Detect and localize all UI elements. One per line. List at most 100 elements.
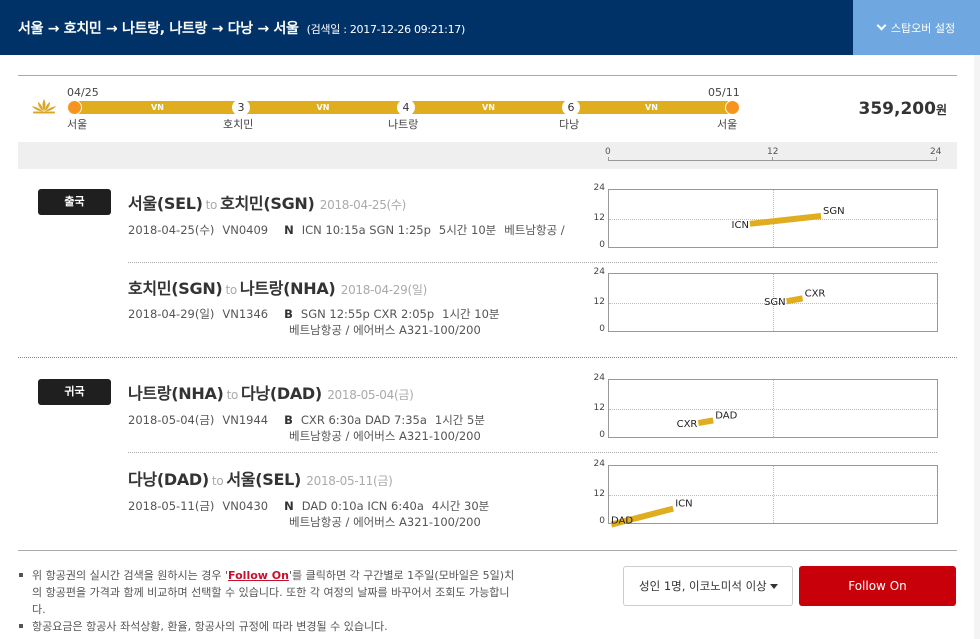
segment-title: 서울(SEL) to 호치민(SGN) 2018-04-25(수) [128, 190, 406, 214]
svg-text:DAD: DAD [715, 410, 737, 421]
segment-title: 다낭(DAD) to 서울(SEL) 2018-05-11(금) [128, 466, 393, 490]
segment-destination: 나트랑(NHA) [239, 279, 336, 298]
timeline-leg: VN [571, 101, 732, 114]
flight-duration: 1시간 5분 [434, 413, 485, 427]
segment-destination: 호치민(SGN) [220, 194, 315, 213]
timeline-start-date: 04/25 [67, 86, 99, 99]
departure-badge: 출국 [38, 189, 111, 215]
timeline-leg: VN [75, 101, 240, 114]
search-date: (검색일 : 2017-12-26 09:21:17) [306, 23, 466, 36]
flight-number: VN1346 [222, 307, 269, 321]
flight-duration: 5시간 10분 [438, 223, 497, 237]
chart-y-tick: 12 [593, 212, 605, 223]
segment-details: 2018-04-25(수) VN0409 N ICN 10:15a SGN 1:25p… [128, 222, 573, 238]
chart-gridline [773, 274, 774, 331]
stopover-settings-label: 스탑오버 설정 [890, 21, 956, 35]
passenger-class-select[interactable]: 성인 1명, 이코노미석 이상 [623, 566, 793, 606]
timeline-city: 서울 [717, 118, 738, 131]
chart-gridline [773, 380, 774, 437]
flight-number: VN1944 [222, 413, 269, 427]
follow-on-link[interactable]: Follow On [228, 569, 289, 582]
timeline-end-date: 05/11 [708, 86, 740, 99]
segment-origin: 다낭(DAD) [128, 470, 209, 489]
chart-y-tick: 12 [593, 296, 605, 307]
chevron-down-icon [876, 20, 887, 31]
segment-destination: 다낭(DAD) [241, 384, 322, 403]
segment-destination: 서울(SEL) [226, 470, 301, 489]
segment-to-word: to [205, 198, 218, 212]
flight-duration: 4시간 30분 [431, 499, 490, 513]
axis-tick-label: 24 [930, 147, 942, 157]
note-item: 항공요금은 항공사 좌석상황, 환율, 항공사의 규정에 따라 변경될 수 있습… [18, 618, 518, 635]
segment-details: 2018-05-04(금) VN1944 B CXR 6:30a DAD 7:35a 1… [128, 412, 493, 428]
timeline-origin-dot [67, 100, 82, 115]
timeline-leg: VN [240, 101, 406, 114]
booking-class: B [284, 413, 293, 427]
chart-y-tick: 24 [593, 459, 605, 469]
segment-origin: 서울(SEL) [128, 194, 203, 213]
chart-y-tick: 0 [599, 324, 605, 334]
note-text: '를 클릭하면 각 구간별로 1주일(모바일은 5일)치의 항공편을 가격과 함… [32, 569, 515, 616]
carrier-code: VN [482, 103, 495, 112]
segment-details: 2018-05-11(금) VN0430 N DAD 0:10a ICN 6:40a 4… [128, 498, 497, 514]
total-price: 359,200원 [859, 99, 947, 119]
segment-to-word: to [211, 474, 224, 488]
flight-number: VN0430 [222, 499, 269, 513]
segment-date: 2018-04-25(수) [319, 198, 407, 212]
segment-origin: 호치민(SGN) [128, 279, 223, 298]
follow-on-label: Follow On [848, 579, 907, 593]
svg-text:DAD: DAD [611, 516, 633, 527]
timeline-city: 호치민 [223, 118, 254, 131]
price-unit: 원 [935, 103, 947, 117]
axis-tick [936, 157, 937, 161]
svg-text:SGN: SGN [823, 206, 845, 217]
carrier-code: VN [316, 103, 330, 112]
flight-times: DAD 0:10a ICN 6:40a [301, 499, 424, 513]
booking-class: B [284, 307, 293, 321]
chart-y-tick: 0 [599, 516, 605, 526]
svg-text:ICN: ICN [732, 220, 749, 231]
price-amount: 359,200 [858, 99, 936, 119]
lotus-logo-icon [32, 99, 56, 114]
segment-divider [128, 262, 937, 263]
timeline-stop-badge: 3 [232, 99, 250, 116]
scrollbar[interactable] [974, 55, 980, 639]
segment-date: 2018-04-29(일) [340, 283, 428, 297]
flight-number: VN0409 [222, 223, 269, 237]
svg-text:CXR: CXR [677, 419, 698, 430]
segment-title: 나트랑(NHA) to 다낭(DAD) 2018-05-04(금) [128, 380, 414, 404]
note-item: 위 항공권의 실시간 검색을 원하시는 경우 'Follow On'를 클릭하면… [18, 567, 518, 618]
segment-to-word: to [225, 283, 237, 297]
caret-down-icon [770, 584, 778, 589]
timeline-destination-dot [725, 100, 740, 115]
flight-date: 2018-05-11(금) [128, 499, 215, 513]
route-title: 서울 → 호치민 → 나트랑, 나트랑 → 다낭 → 서울 [18, 21, 299, 37]
timeline-city: 다낭 [559, 118, 580, 131]
carrier-code: VN [645, 103, 658, 112]
flight-segment-line: ICN SGN [732, 206, 845, 231]
flight-times: CXR 6:30a DAD 7:35a [300, 413, 427, 427]
timeline-city: 서울 [67, 118, 88, 131]
chart-y-tick: 24 [593, 373, 605, 383]
segment-details: 2018-04-29(일) VN1346 B SGN 12:55p CXR 2:05p… [128, 306, 508, 322]
chart-y-tick: 0 [599, 240, 605, 250]
chart-y-tick: 24 [593, 267, 605, 277]
flight-duration: 1시간 10분 [442, 307, 500, 321]
flight-time-chart: DAD ICN [608, 465, 938, 528]
axis-tick [608, 157, 609, 161]
segment-date: 2018-05-11(금) [306, 474, 393, 488]
booking-class: N [284, 223, 294, 237]
aircraft-info: 베트남항공 / 에어버스 A321-100/200 [289, 323, 481, 337]
flight-time-chart: ICN SGN [608, 189, 938, 248]
airline-name: 베트남항공 / [504, 223, 565, 237]
timeline-stop-badge: 6 [562, 99, 580, 116]
follow-on-button[interactable]: Follow On [799, 566, 956, 606]
chart-y-tick: 12 [593, 402, 605, 413]
segment-origin: 나트랑(NHA) [128, 384, 224, 403]
stopover-settings-button[interactable]: 스탑오버 설정 [853, 0, 980, 55]
timeline-leg: VN [406, 101, 571, 114]
header-bar: 서울 → 호치민 → 나트랑, 나트랑 → 다낭 → 서울 (검색일 : 2017… [0, 0, 980, 55]
route-summary: 서울 → 호치민 → 나트랑, 나트랑 → 다낭 → 서울 (검색일 : 2017… [18, 18, 465, 38]
flight-times: SGN 12:55p CXR 2:05p [300, 307, 435, 321]
divider [18, 550, 957, 551]
